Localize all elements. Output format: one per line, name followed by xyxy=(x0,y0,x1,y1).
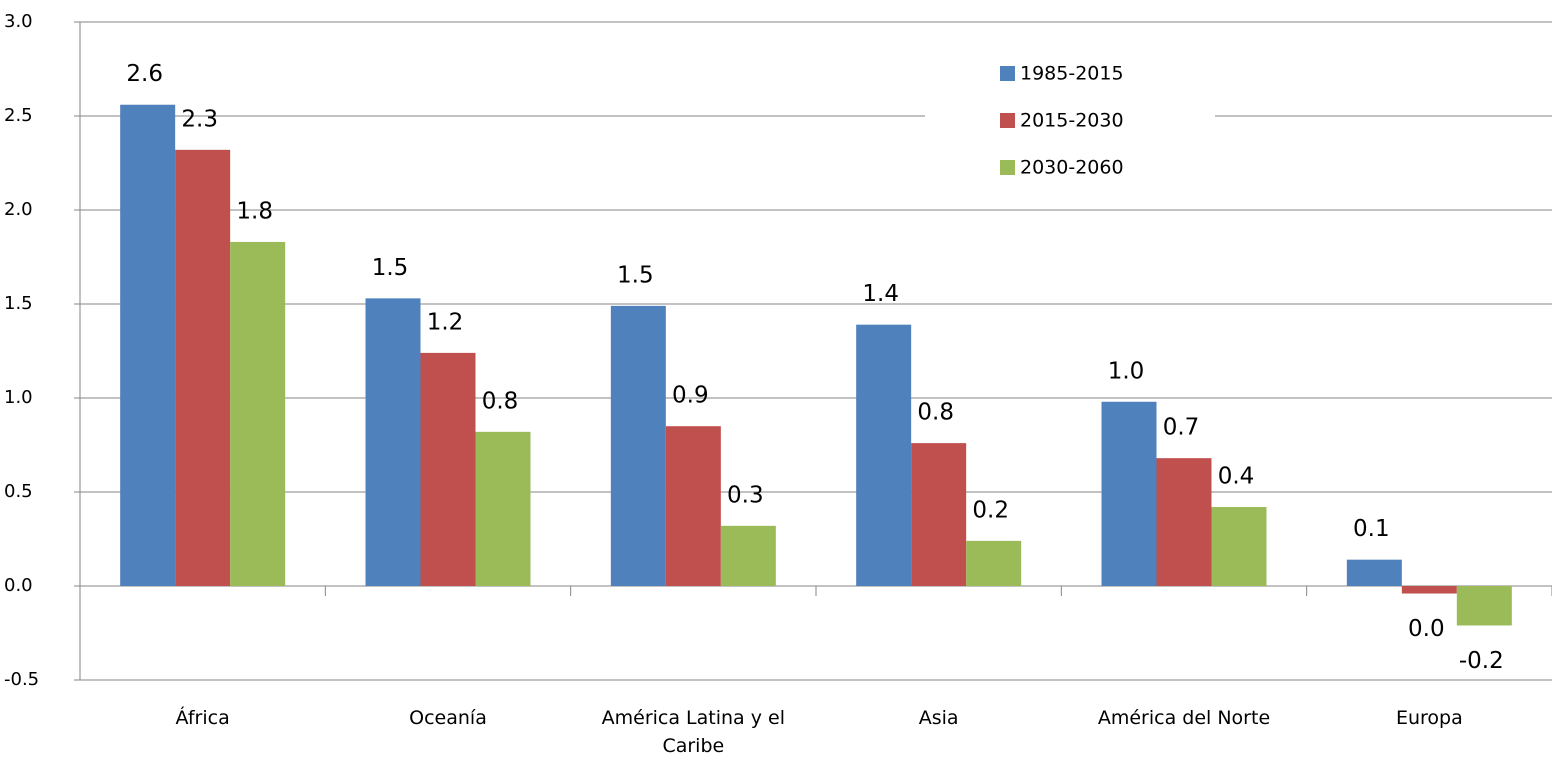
value-label: 2.6 xyxy=(126,61,163,87)
bar xyxy=(1101,401,1157,586)
x-tick-label: Oceanía xyxy=(409,707,487,729)
bar xyxy=(911,443,967,586)
value-label: 1.2 xyxy=(427,309,464,335)
y-tick-label: 0.5 xyxy=(4,481,33,502)
value-label: 1.8 xyxy=(236,198,273,224)
value-label: 0.1 xyxy=(1353,516,1390,542)
bar xyxy=(230,241,286,586)
y-tick-label: 0.0 xyxy=(4,575,33,596)
value-label: 1.0 xyxy=(1108,358,1145,384)
bar xyxy=(1401,586,1457,594)
value-label: 0.8 xyxy=(482,388,519,414)
legend-box xyxy=(925,50,1215,195)
x-tick-label: África xyxy=(175,707,230,729)
value-label: 0.4 xyxy=(1218,464,1255,490)
bar xyxy=(665,426,721,586)
legend-swatch xyxy=(1000,66,1015,81)
bar xyxy=(856,324,912,586)
value-label: -0.2 xyxy=(1459,648,1504,674)
bar xyxy=(966,540,1022,586)
bar xyxy=(420,352,476,586)
legend-label: 2030-2060 xyxy=(1020,157,1124,179)
y-tick-label: 1.5 xyxy=(4,293,33,314)
bar xyxy=(1156,458,1212,586)
value-label: 0.2 xyxy=(972,497,1009,523)
value-label: 2.3 xyxy=(181,106,218,132)
y-tick-label: 3.0 xyxy=(4,11,33,32)
value-label: 0.9 xyxy=(672,383,709,409)
y-tick-label: 2.5 xyxy=(4,105,33,126)
bar xyxy=(720,525,776,586)
bar xyxy=(1456,586,1512,626)
y-tick-label: 2.0 xyxy=(4,199,33,220)
bar xyxy=(475,431,531,586)
bar xyxy=(120,104,176,586)
bar xyxy=(1211,507,1267,586)
value-label: 0.3 xyxy=(727,482,764,508)
bar xyxy=(610,305,666,586)
value-label: 0.7 xyxy=(1163,415,1200,441)
bar xyxy=(1346,559,1402,586)
bar xyxy=(175,149,231,586)
value-label: 1.4 xyxy=(862,281,899,307)
x-tick-label: América del Norte xyxy=(1097,707,1271,729)
x-tick-label: Asia xyxy=(918,707,959,729)
y-tick-label: 1.0 xyxy=(4,387,33,408)
legend-swatch xyxy=(1000,160,1015,175)
value-label: 0.8 xyxy=(917,400,954,426)
legend-label: 2015-2030 xyxy=(1020,110,1124,132)
legend-swatch xyxy=(1000,113,1015,128)
bar xyxy=(365,298,421,586)
x-tick-label: Europa xyxy=(1395,707,1463,729)
value-label: 1.5 xyxy=(617,262,654,288)
y-tick-label: -0.5 xyxy=(4,669,39,690)
value-label: 1.5 xyxy=(372,255,409,281)
value-label: 0.0 xyxy=(1408,616,1445,642)
legend-label: 1985-2015 xyxy=(1020,63,1124,85)
x-tick-label: América Latina y el Caribe xyxy=(601,707,785,757)
